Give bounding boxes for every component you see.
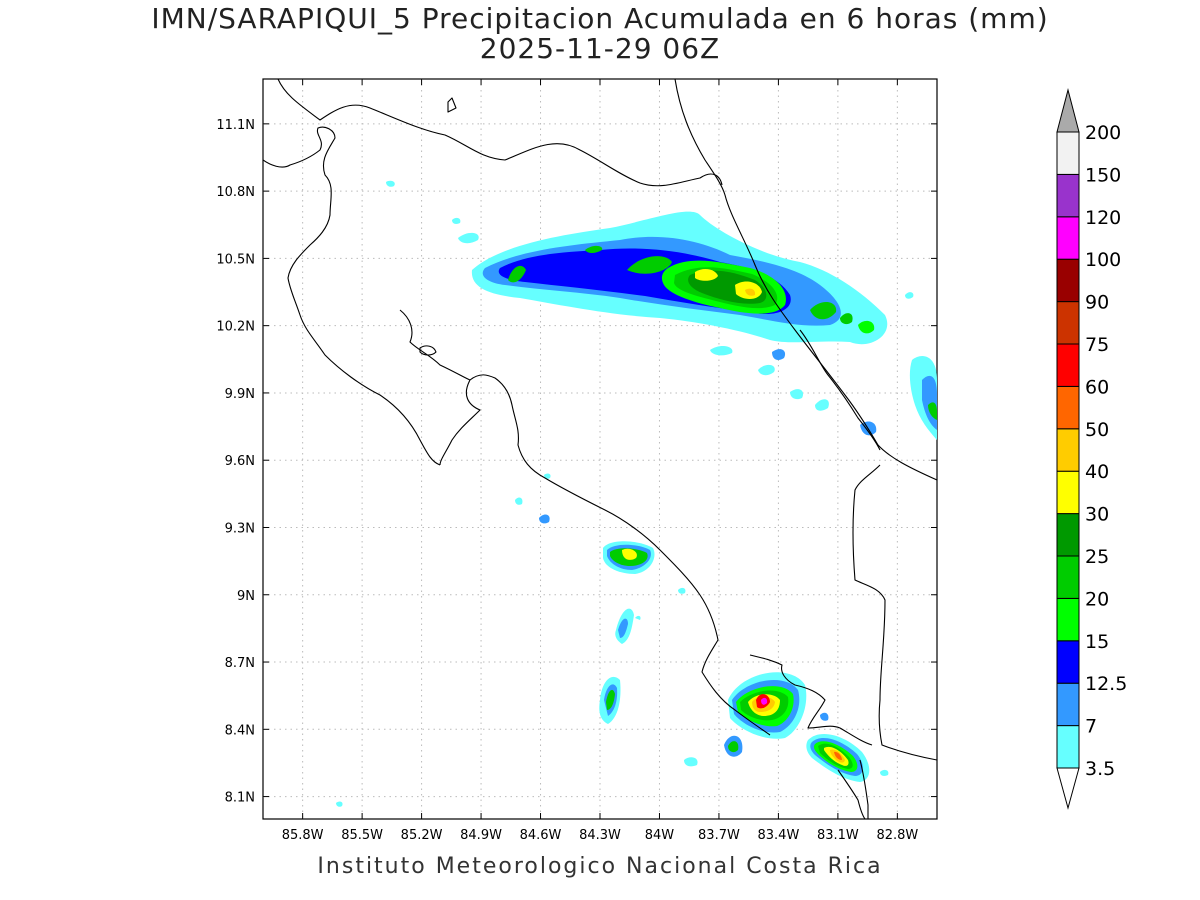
panama-border-south [852,464,937,761]
lake-nicaragua-islet [447,97,457,113]
footer-credit: Instituto Meteorologico Nacional Costa R… [317,854,883,879]
lon-tick-label: 84.9W [460,828,502,843]
pacific-coast-north [263,126,441,466]
colorbar-level-label: 3.5 [1085,758,1115,780]
colorbar-level-label: 25 [1085,546,1109,568]
colorbar-swatch [1056,682,1080,727]
colorbar-swatch [1056,131,1080,175]
colorbar-level-label: 40 [1085,461,1109,483]
lon-tick-label: 82.8W [876,828,918,843]
colorbar-level-label: 100 [1085,249,1121,271]
colorbar-swatch [1056,216,1080,260]
lon-tick-label: 83.1W [817,828,859,843]
lat-tick-label: 8.7N [225,656,255,671]
colorbar-top-arrow [1056,88,1080,133]
nicoya-gulf [399,309,771,736]
osa-peninsula [749,654,873,746]
lon-tick-label: 83.7W [698,828,740,843]
nicoya-peninsula-east [439,379,481,466]
colorbar-swatch [1056,343,1080,387]
precipitation-fields [336,180,937,807]
map-subtitle-datetime: 2025-11-29 06Z [479,32,721,65]
lon-tick-label: 85.5W [341,828,383,843]
precipitation-colorbar-legend: 3.5 7 12.5 15 20 25 30 40 50 60 75 90 100 120 150 200 [1056,88,1127,810]
colorbar-swatch [1056,640,1080,684]
lon-tick-label: 83.4W [758,828,800,843]
colorbar-level-label: 120 [1085,207,1121,229]
lon-tick-label: 85.8W [282,828,324,843]
colorbar-level-label: 7 [1085,716,1097,738]
colorbar-level-label: 12.5 [1085,673,1127,695]
lat-tick-label: 10.2N [216,320,255,335]
colorbar-bottom-arrow [1056,767,1080,810]
colorbar-level-label: 150 [1085,164,1121,186]
golfo-dulce [837,769,866,819]
caribbean-coast [674,79,937,481]
precip-cells-southeast [336,672,889,807]
lon-tick-label: 84.6W [520,828,562,843]
colorbar-swatch [1056,428,1080,472]
colorbar-swatch [1056,301,1080,345]
lat-tick-label: 9.3N [225,521,255,536]
lat-tick-label: 9N [237,589,255,604]
colorbar-level-label: 30 [1085,504,1109,526]
colorbar-swatch [1056,725,1080,769]
colorbar-level-label: 15 [1085,631,1109,653]
lat-tick-label: 9.6N [225,454,255,469]
panama-border [799,329,881,451]
lon-tick-label: 84W [645,828,675,843]
nicaragua-border [277,79,723,187]
coastlines-borders [263,79,937,819]
colorbar-swatch [1056,513,1080,557]
lon-tick-label: 84.3W [579,828,621,843]
lat-tick-label: 10.5N [216,252,255,267]
colorbar-level-label: 50 [1085,419,1109,441]
colorbar-swatch [1056,258,1080,303]
lat-tick-label: 8.1N [225,791,255,806]
precip-band-north [386,180,937,440]
colorbar-swatch [1056,555,1080,599]
lat-tick-label: 11.1N [216,118,255,133]
colorbar-swatch [1056,385,1080,430]
map-ticks: 85.8W 85.5W 85.2W 84.9W 84.6W 84.3W 84W 83.7W 83… [216,79,937,843]
lon-tick-label: 85.2W [401,828,443,843]
nicoya-inner [419,345,437,356]
colorbar-swatch [1056,173,1080,218]
colorbar-level-label: 75 [1085,334,1109,356]
colorbar-level-label: 200 [1085,122,1121,144]
lat-tick-label: 8.4N [225,723,255,738]
colorbar-level-label: 20 [1085,588,1109,610]
colorbar-swatch [1056,470,1080,515]
precip-cells-central [515,473,698,767]
lat-tick-label: 10.8N [216,185,255,200]
colorbar-swatch [1056,597,1080,642]
burica-peninsula [859,759,869,819]
colorbar-level-label: 60 [1085,376,1109,398]
colorbar-level-label: 90 [1085,292,1109,314]
map-title: IMN/SARAPIQUI_5 Precipitacion Acumulada … [151,2,1049,35]
map-gridlines [263,79,937,819]
lat-tick-label: 9.9N [225,387,255,402]
